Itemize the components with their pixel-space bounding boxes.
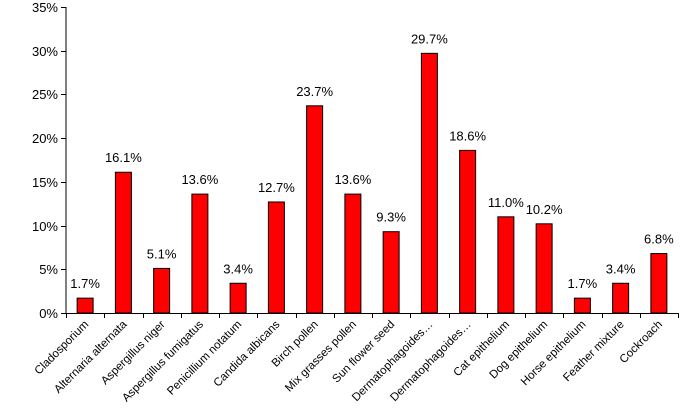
x-category-label: Candida albicans: [212, 318, 283, 389]
y-tick-label: 25%: [32, 87, 58, 102]
x-axis: [66, 313, 679, 318]
bar: [382, 231, 400, 314]
x-category-label: Mix grasses pollen: [283, 319, 359, 395]
x-category-label: Alternaria alternata: [52, 318, 130, 396]
bar: [497, 216, 515, 314]
y-tick-label: 35%: [32, 0, 58, 15]
y-tick-label: 20%: [32, 131, 58, 146]
bar: [229, 282, 247, 314]
y-tick-label: 5%: [39, 262, 58, 277]
data-label: 13.6%: [181, 172, 218, 187]
bar: [650, 253, 668, 314]
y-tick-label: 30%: [32, 44, 58, 59]
data-label: 13.6%: [334, 172, 371, 187]
bar: [344, 193, 362, 314]
data-label: 11.0%: [488, 195, 524, 210]
data-label: 18.6%: [449, 128, 486, 143]
data-label: 1.7%: [568, 276, 598, 291]
y-axis: 0% 5% 10% 15% 20% 25% 30% 35%: [32, 0, 67, 321]
bars: [76, 52, 668, 314]
bar: [267, 201, 285, 314]
y-tick-label: 0%: [39, 306, 58, 321]
x-category-label: Penicillium notatum: [165, 319, 244, 398]
data-label: 23.7%: [296, 84, 333, 99]
x-category-label: Horse epithelium: [519, 319, 589, 389]
bar: [420, 52, 438, 314]
bar: [535, 223, 553, 314]
bar: [306, 105, 324, 314]
data-label: 29.7%: [411, 31, 448, 46]
bar: [612, 282, 630, 314]
data-label: 9.3%: [376, 210, 406, 225]
bar: [191, 193, 209, 314]
bar: [76, 297, 94, 314]
data-label: 1.7%: [70, 276, 100, 291]
data-label: 12.7%: [258, 180, 295, 195]
bar: [573, 297, 591, 314]
bar: [459, 149, 477, 314]
data-label: 10.2%: [526, 202, 563, 217]
y-tick-label: 10%: [32, 219, 58, 234]
data-labels: 1.7% 16.1% 5.1% 13.6% 3.4% 12.7% 23.7% 13.6% 9.3…: [70, 31, 674, 291]
data-label: 3.4%: [223, 261, 253, 276]
data-label: 16.1%: [105, 150, 142, 165]
data-label: 3.4%: [606, 261, 636, 276]
bar: [114, 171, 132, 314]
y-tick-label: 15%: [32, 175, 58, 190]
data-label: 6.8%: [644, 232, 674, 247]
bar: [153, 267, 171, 314]
data-label: 5.1%: [147, 246, 177, 261]
